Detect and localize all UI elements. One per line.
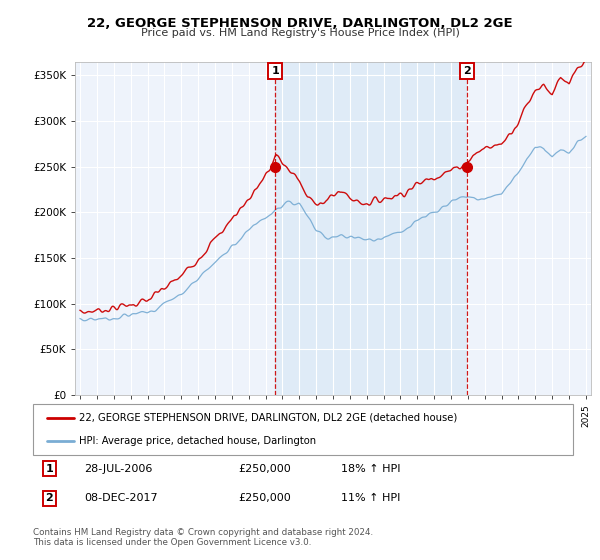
Text: 18% ↑ HPI: 18% ↑ HPI: [341, 464, 400, 474]
Text: 28-JUL-2006: 28-JUL-2006: [84, 464, 152, 474]
Text: Contains HM Land Registry data © Crown copyright and database right 2024.
This d: Contains HM Land Registry data © Crown c…: [33, 528, 373, 547]
Text: £250,000: £250,000: [238, 493, 291, 503]
FancyBboxPatch shape: [33, 404, 573, 455]
Text: 11% ↑ HPI: 11% ↑ HPI: [341, 493, 400, 503]
Text: 2: 2: [46, 493, 53, 503]
Text: 22, GEORGE STEPHENSON DRIVE, DARLINGTON, DL2 2GE: 22, GEORGE STEPHENSON DRIVE, DARLINGTON,…: [87, 17, 513, 30]
Text: £250,000: £250,000: [238, 464, 291, 474]
Bar: [275, 62, 467, 395]
Text: 1: 1: [46, 464, 53, 474]
Text: 1: 1: [271, 66, 279, 76]
Text: HPI: Average price, detached house, Darlington: HPI: Average price, detached house, Darl…: [79, 436, 316, 446]
Text: 2: 2: [463, 66, 470, 76]
Text: 22, GEORGE STEPHENSON DRIVE, DARLINGTON, DL2 2GE (detached house): 22, GEORGE STEPHENSON DRIVE, DARLINGTON,…: [79, 413, 457, 423]
Text: Price paid vs. HM Land Registry's House Price Index (HPI): Price paid vs. HM Land Registry's House …: [140, 28, 460, 38]
Text: 08-DEC-2017: 08-DEC-2017: [84, 493, 158, 503]
